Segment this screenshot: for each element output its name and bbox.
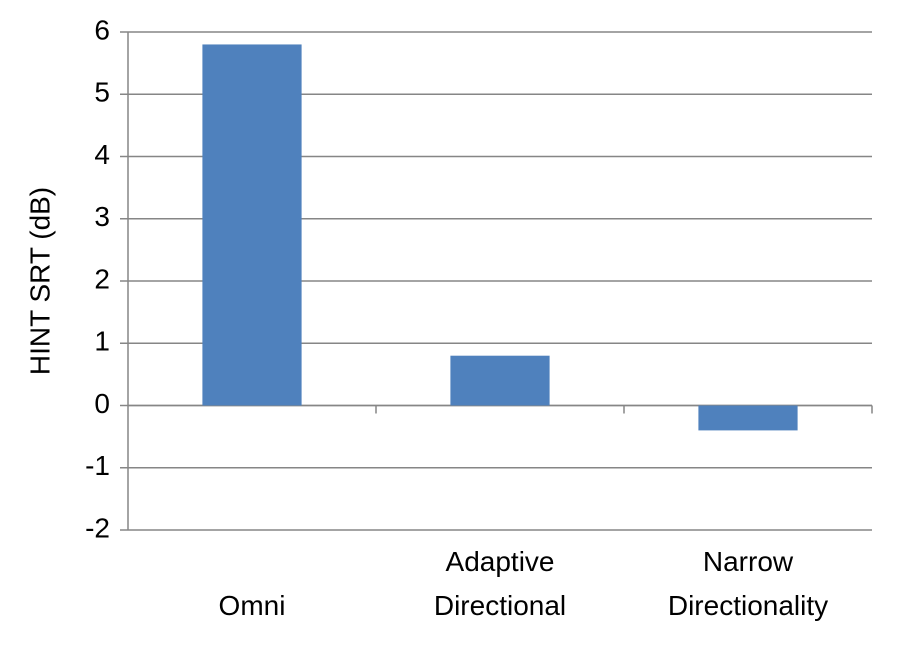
y-tick-label: 4 <box>94 139 110 170</box>
x-tick-text: Omni <box>218 590 286 621</box>
x-tick-label: Omni <box>137 538 367 628</box>
x-tick-text: Narrow Directionality <box>667 546 829 621</box>
y-tick-label: 1 <box>94 326 110 357</box>
y-tick-label: 6 <box>94 14 110 45</box>
y-tick-label: 2 <box>94 263 110 294</box>
y-axis-label: HINT SRT (dB) <box>24 187 55 375</box>
bar <box>202 44 302 406</box>
y-tick-label: 0 <box>94 388 110 419</box>
x-tick-text: Adaptive Directional <box>433 546 567 621</box>
bar <box>698 405 798 431</box>
y-tick-label: 3 <box>94 201 110 232</box>
y-tick-label: -1 <box>85 450 110 481</box>
x-tick-label: Narrow Directionality <box>633 538 863 628</box>
y-tick-label: 5 <box>94 77 110 108</box>
bar <box>450 355 550 406</box>
x-tick-label: Adaptive Directional <box>385 538 615 628</box>
y-tick-label: -2 <box>85 512 110 543</box>
